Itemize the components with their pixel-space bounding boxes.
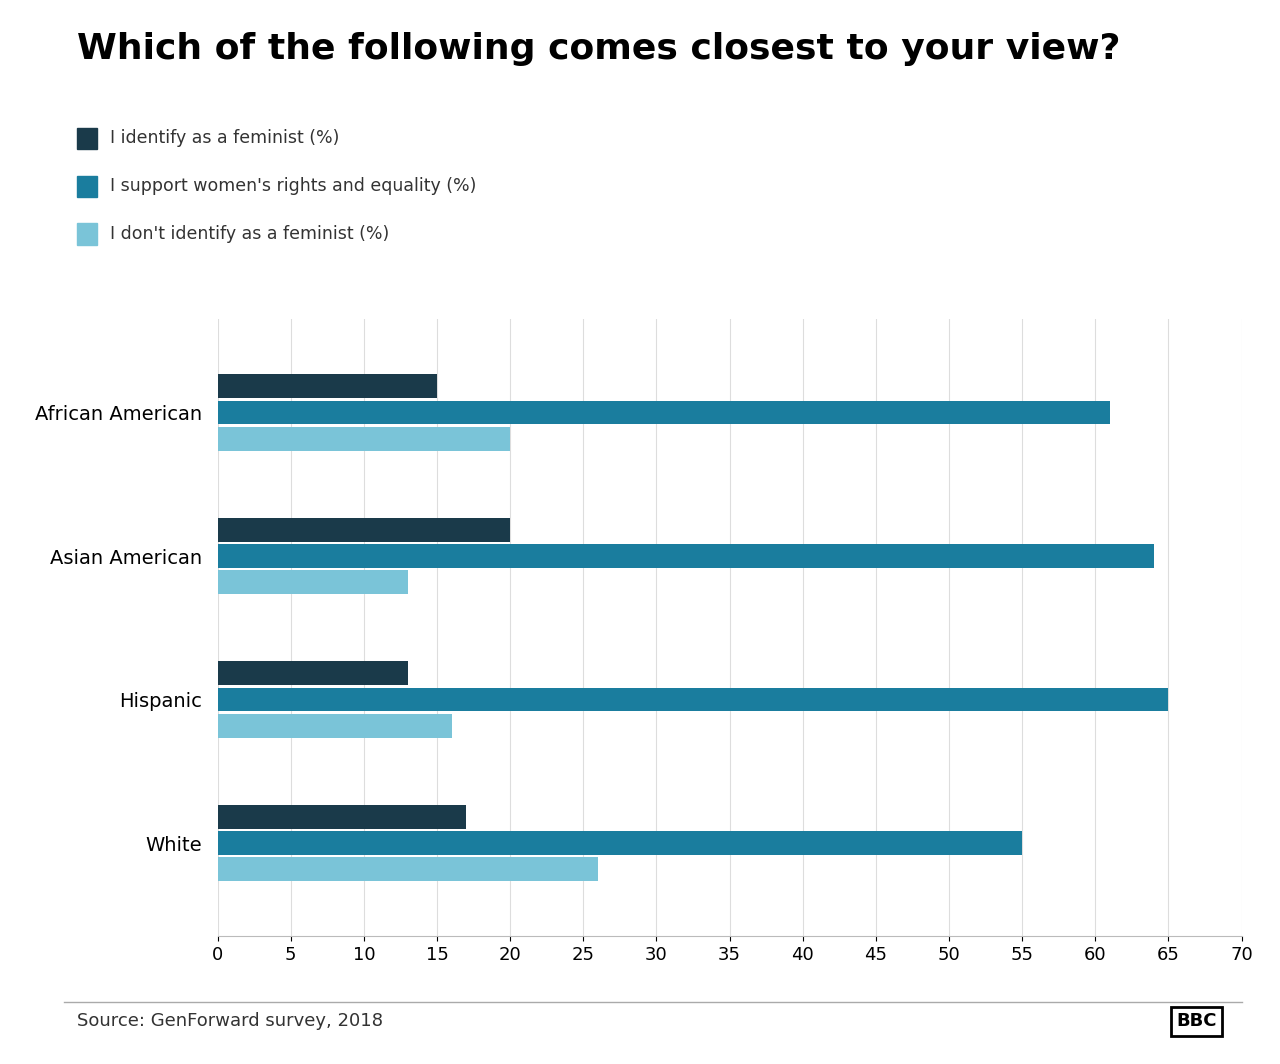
Bar	[218, 570, 408, 595]
Bar	[218, 858, 598, 881]
Bar	[218, 400, 1110, 425]
Text: I don't identify as a feminist (%): I don't identify as a feminist (%)	[110, 226, 389, 243]
Text: BBC: BBC	[1176, 1013, 1217, 1030]
Bar	[218, 804, 466, 829]
Bar	[218, 518, 511, 542]
Bar	[218, 714, 452, 737]
Bar	[218, 831, 1023, 855]
Text: Source: GenForward survey, 2018: Source: GenForward survey, 2018	[77, 1013, 383, 1030]
Text: I identify as a feminist (%): I identify as a feminist (%)	[110, 130, 339, 147]
Bar	[218, 427, 511, 451]
Text: I support women's rights and equality (%): I support women's rights and equality (%…	[110, 178, 476, 195]
Bar	[218, 687, 1169, 712]
Bar	[218, 661, 408, 685]
Text: Which of the following comes closest to your view?: Which of the following comes closest to …	[77, 32, 1120, 66]
Bar	[218, 544, 1153, 568]
Bar	[218, 375, 436, 398]
